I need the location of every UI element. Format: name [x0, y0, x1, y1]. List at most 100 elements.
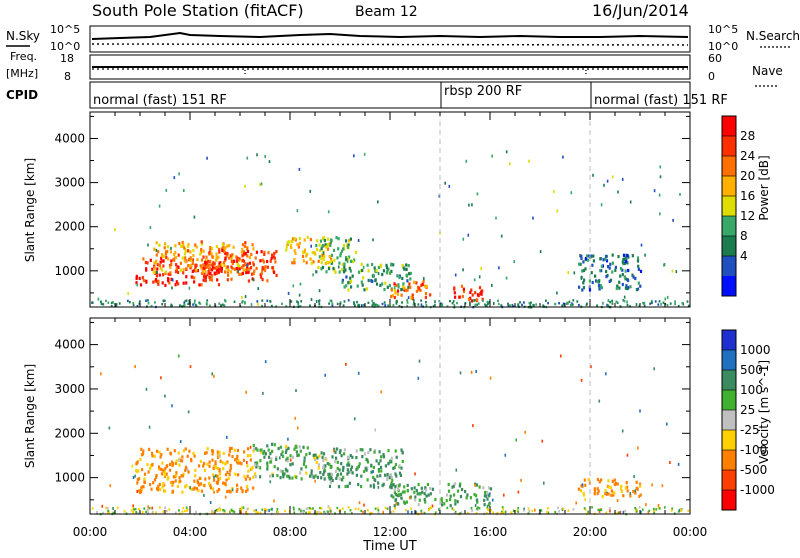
- data-cell: [330, 239, 333, 243]
- near-range-cell: [281, 302, 283, 305]
- data-cell: [403, 490, 406, 494]
- noise-cell: [606, 492, 608, 496]
- data-cell: [329, 243, 332, 248]
- data-cell: [260, 448, 263, 452]
- noise-cell: [187, 410, 190, 414]
- data-cell: [346, 245, 349, 249]
- near-range-cell: [147, 511, 150, 514]
- data-cell: [379, 283, 382, 287]
- data-cell: [604, 492, 607, 496]
- data-cell: [598, 480, 601, 484]
- data-cell: [246, 262, 250, 266]
- noise-cell: [640, 243, 643, 247]
- data-cell: [209, 486, 212, 490]
- near-range-cell: [486, 506, 489, 509]
- near-range-cell: [146, 508, 149, 512]
- data-cell: [336, 460, 339, 464]
- data-cell: [224, 270, 227, 274]
- data-cell: [168, 281, 171, 285]
- data-cell: [215, 466, 218, 470]
- data-cell: [219, 476, 222, 480]
- near-range-cell: [276, 508, 279, 511]
- data-cell: [582, 260, 585, 264]
- noise-cell: [415, 510, 417, 514]
- data-cell: [582, 286, 585, 290]
- data-cell: [384, 281, 387, 285]
- data-cell: [271, 266, 275, 270]
- data-cell: [366, 263, 369, 267]
- data-cell: [469, 496, 472, 500]
- noise-cell: [322, 251, 325, 255]
- data-cell: [181, 455, 184, 459]
- data-cell: [199, 252, 202, 256]
- data-cell: [375, 269, 378, 273]
- near-range-cell: [510, 511, 513, 514]
- data-cell: [616, 284, 619, 288]
- near-range-cell: [547, 507, 549, 510]
- noise-cell: [637, 446, 639, 450]
- data-cell: [476, 293, 480, 297]
- data-cell: [372, 483, 375, 487]
- near-range-cell: [687, 509, 690, 512]
- data-cell: [245, 271, 248, 275]
- near-range-cell: [112, 301, 114, 304]
- data-cell: [370, 279, 373, 283]
- data-cell: [318, 243, 321, 247]
- data-cell: [276, 473, 279, 478]
- data-cell: [361, 455, 364, 459]
- data-cell: [424, 292, 428, 296]
- data-cell: [242, 458, 246, 462]
- data-cell: [411, 293, 414, 297]
- data-cell: [153, 266, 156, 270]
- data-cell: [284, 468, 287, 472]
- data-cell: [285, 248, 288, 252]
- noise-cell: [363, 152, 366, 156]
- noise-cell: [289, 458, 292, 462]
- data-cell: [342, 475, 345, 479]
- near-range-cell: [626, 303, 629, 307]
- data-cell: [273, 443, 276, 447]
- data-cell: [163, 473, 166, 477]
- data-cell: [625, 284, 628, 288]
- data-cell: [140, 447, 143, 451]
- near-range-cell: [233, 300, 236, 303]
- data-cell: [230, 257, 233, 261]
- data-cell: [579, 489, 583, 493]
- data-cell: [324, 261, 327, 265]
- data-cell: [610, 489, 613, 493]
- data-cell: [177, 265, 180, 269]
- data-cell: [275, 457, 278, 461]
- data-cell: [229, 254, 232, 258]
- near-range-cell: [107, 512, 109, 515]
- near-range-cell: [527, 507, 530, 510]
- noise-cell: [262, 391, 264, 395]
- data-cell: [388, 283, 391, 288]
- noise-cell: [629, 491, 632, 495]
- data-cell: [245, 268, 249, 272]
- noise-cell: [603, 183, 605, 187]
- data-cell: [200, 283, 203, 287]
- data-cell: [256, 461, 259, 465]
- noise-cell: [246, 156, 249, 160]
- data-cell: [175, 461, 178, 465]
- near-range-cell: [270, 508, 273, 511]
- noise-cell: [423, 277, 425, 281]
- data-cell: [234, 472, 237, 476]
- frequency-panel: Freq. [MHz] 18 8 60 0 Nave: [6, 50, 783, 87]
- data-cell: [291, 476, 294, 480]
- noise-cell: [240, 510, 242, 514]
- data-cell: [395, 455, 398, 459]
- near-range-cell: [96, 511, 98, 514]
- data-cell: [416, 285, 420, 289]
- data-cell: [169, 266, 172, 270]
- data-cell: [225, 478, 228, 482]
- data-cell: [237, 473, 240, 477]
- near-range-cell: [162, 510, 165, 513]
- data-cell: [617, 255, 620, 259]
- data-cell: [336, 466, 339, 470]
- data-cell: [393, 282, 396, 286]
- data-cell: [639, 493, 642, 497]
- data-cell: [346, 472, 349, 476]
- data-cell: [305, 261, 308, 265]
- near-range-cell: [528, 510, 531, 513]
